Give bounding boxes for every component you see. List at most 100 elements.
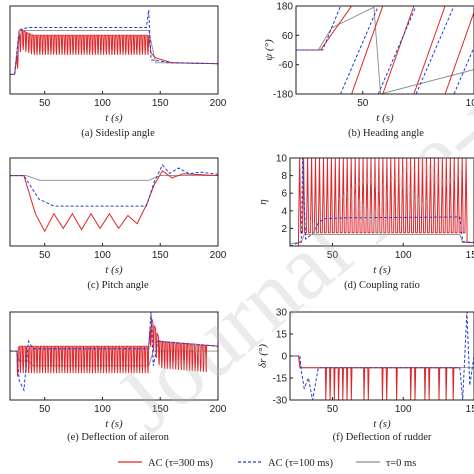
x-tick-label: 100: [94, 98, 111, 109]
legend-label: AC (τ=100 ms): [268, 458, 333, 469]
series-ac-300ms-line-f-11: [385, 367, 388, 400]
x-tick-label: 100: [466, 98, 474, 109]
x-tick-label: 200: [210, 98, 227, 109]
series-ac-100ms-line-b-1: [340, 6, 379, 94]
legend-label: AC (τ=300 ms): [148, 458, 213, 469]
series-ac-300ms-line-f-10: [381, 367, 384, 400]
x-tick-label: 50: [327, 250, 339, 261]
x-axis-label: t (s): [105, 418, 123, 430]
series-ac-300ms-line-f-3: [333, 367, 336, 400]
x-tick-label: 150: [152, 404, 169, 415]
y-tick-label: -60: [279, 60, 294, 71]
x-axis-label: t (s): [373, 264, 391, 276]
series-ac-300ms-line-f-7: [350, 367, 353, 400]
caption-a: (a) Sideslip angle: [81, 128, 155, 139]
x-tick-label: 150: [466, 250, 474, 261]
series-ac-300ms-line-a-0: [10, 29, 218, 75]
series-ac-300ms-line-f-17: [438, 367, 441, 400]
y-tick-label: 180: [276, 2, 293, 13]
y-tick-label: -30: [273, 396, 288, 407]
y-axis-label: δr (°): [257, 344, 269, 368]
y-axis-label: ψ (°): [263, 39, 275, 61]
caption-b: (b) Heading angle: [348, 128, 424, 139]
caption-d: (d) Coupling ratio: [344, 280, 420, 291]
plot-frame-d: [289, 157, 474, 247]
series-ac-300ms-line-b-4: [444, 12, 474, 94]
series-ac-100ms-line-b-3: [415, 6, 455, 94]
series-ac-300ms-line-b-0: [296, 6, 353, 51]
x-tick-label: 50: [39, 250, 51, 261]
series-ac-300ms-line-f-4: [337, 367, 340, 400]
x-tick-label: 150: [466, 404, 474, 415]
y-tick-label: 10: [276, 154, 288, 165]
y-tick-label: 2: [281, 224, 287, 235]
x-tick-label: 100: [395, 250, 412, 261]
series-ac-300ms-line-c-0: [10, 170, 218, 233]
x-tick-label: 150: [152, 250, 169, 261]
x-axis-label: t (s): [373, 418, 391, 430]
caption-e: (e) Deflection of aileron: [67, 432, 169, 443]
series-ac-100ms-line-a-0: [10, 9, 218, 75]
series-ac-100ms-line-f-0: [290, 312, 474, 400]
panel-a: 50 100 150 200 t (s) (a) Sideslip angle: [9, 5, 227, 139]
series-ac-300ms-line-f-8: [363, 367, 366, 400]
plot-frame-e: [9, 311, 219, 401]
series-ac-100ms-line-b-4: [453, 47, 474, 94]
series-tau-0ms-line-c-0: [10, 175, 218, 181]
series-ac-300ms-line-f-2: [329, 367, 332, 400]
y-tick-label: 4: [281, 206, 287, 217]
plot-frame-b: [295, 5, 474, 95]
x-tick-label: 100: [395, 404, 412, 415]
plot-frame-c: [9, 157, 219, 247]
x-tick-label: 50: [39, 404, 51, 415]
x-tick-label: 200: [210, 404, 227, 415]
series-ac-300ms-line-f-19: [452, 367, 455, 400]
panel-d: 50 100 150 10 8 6 4 2 t (s) η (d) Coupling ratio: [257, 154, 474, 291]
series-ac-300ms-line-f-9: [367, 367, 370, 400]
series-ac-300ms-line-f-12: [395, 367, 398, 400]
y-tick-label: 6: [281, 189, 287, 200]
panel-b: 50 100 180 60 -60 -180 t (s) ψ (°) (b) Heading a…: [263, 2, 474, 139]
series-tau-0ms-line-f-0: [290, 355, 474, 369]
series-ac-300ms-line-f-14: [414, 367, 417, 400]
series-ac-300ms-line-b-2: [382, 6, 415, 94]
series-ac-300ms-line-b-1: [351, 6, 384, 94]
panel-f: 5010015030150-15-30t (s)δr (°)(f) Deflec…: [257, 308, 474, 443]
y-tick-label: -15: [273, 374, 288, 385]
x-axis-label: t (s): [105, 264, 123, 276]
x-tick-label: 50: [327, 404, 339, 415]
y-axis-label: η: [257, 199, 269, 204]
series-ac-100ms-line-c-0: [10, 164, 218, 207]
caption-f: (f) Deflection of rudder: [333, 432, 432, 443]
series-ac-100ms-line-e-0: [10, 312, 218, 393]
series-ac-100ms-line-b-2: [377, 6, 417, 94]
series-ac-300ms-line-f-0: [290, 355, 460, 369]
y-tick-label: 60: [282, 31, 294, 42]
series-ac-300ms-line-f-16: [428, 367, 431, 400]
legend-label: τ=0 ms: [386, 458, 416, 469]
series-ac-300ms-line-f-18: [445, 367, 448, 400]
series-ac-100ms-line-b-0: [296, 6, 341, 51]
series-ac-300ms-line-b-3: [413, 6, 446, 94]
series-ac-300ms-line-f-1: [324, 367, 327, 400]
x-tick-label: 50: [39, 98, 51, 109]
series-ac-300ms-line-f-5: [341, 367, 344, 400]
x-axis-label: t (s): [376, 112, 394, 124]
x-tick-label: 100: [94, 250, 111, 261]
y-tick-label: 0: [281, 352, 287, 363]
series-ac-300ms-line-f-15: [424, 367, 427, 400]
plot-frame-a: [9, 5, 219, 95]
y-tick-label: 8: [281, 171, 287, 182]
legend: AC (τ=300 ms) AC (τ=100 ms) τ=0 ms: [118, 458, 416, 469]
series-tau-0ms-line-d-0: [290, 234, 474, 244]
panel-e: 50 100 150 200 t (s) (e) Deflection of ailero…: [9, 311, 227, 443]
y-tick-label: 30: [276, 308, 288, 319]
panel-c: 50 100 150 200 t (s) (c) Pitch angle: [9, 157, 227, 291]
x-tick-label: 150: [152, 98, 169, 109]
series-ac-100ms-line-d-0: [290, 158, 474, 246]
y-tick-label: -180: [273, 90, 293, 101]
x-tick-label: 50: [357, 98, 369, 109]
series-ac-300ms-line-f-13: [409, 367, 412, 400]
series-ac-300ms-line-f-6: [346, 367, 349, 400]
